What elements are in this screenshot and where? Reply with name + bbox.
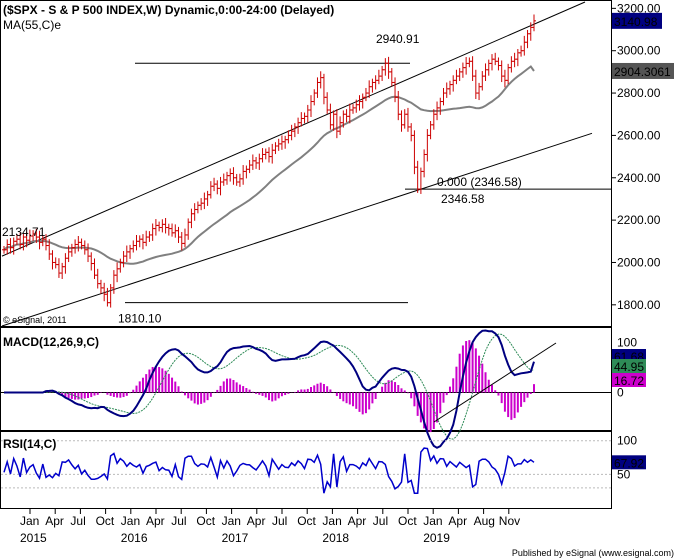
- macd-tick-label: 100: [617, 336, 637, 350]
- macd-tick-label: 0: [617, 386, 624, 400]
- x-year-label: 2018: [322, 531, 349, 545]
- copyright-note: © eSignal, 2011: [3, 315, 67, 325]
- upper-channel-line: [1, 1, 586, 257]
- macd-signal-line: [4, 333, 535, 440]
- y-axis-labels: 3200.00 3000.00 2800.00 2600.00 2400.00 2200.…: [612, 1, 674, 481]
- current-price-tag: [612, 12, 662, 29]
- rsi-tick-label: 100: [617, 434, 637, 448]
- price-tick-label: 1800.00: [617, 298, 661, 312]
- x-month-label: Jul: [171, 514, 186, 528]
- price-tick-label: 2600.00: [617, 128, 661, 142]
- x-year-label: 2015: [20, 531, 47, 545]
- x-month-label: Apr: [45, 514, 64, 528]
- price-series: 2134.71 1810.10 2940.91 0.000 (2346.58) 2346…: [1, 1, 611, 327]
- x-month-label: Apr: [448, 514, 467, 528]
- macd-series: [1, 329, 611, 449]
- ma-value-tag: [612, 62, 674, 79]
- rsi-series: [1, 440, 611, 494]
- x-month-label: Apr: [247, 514, 266, 528]
- rsi-panel-frame: [0, 431, 612, 509]
- price-tick-label: 3200.00: [617, 1, 661, 15]
- rsi-line: [3, 447, 535, 494]
- annotation-fib-zero: 0.000 (2346.58): [437, 175, 522, 189]
- macd-value-text: 44.95: [614, 360, 644, 374]
- macd-value-text: 16.72: [614, 374, 644, 388]
- x-axis-labels: Jan Apr Jul Oct Jan Apr Jul Oct Jan Apr Jul Oct Jan A…: [20, 509, 520, 545]
- price-tick-label: 3000.00: [617, 44, 661, 58]
- macd-line: [4, 329, 535, 449]
- current-price-value: 3140.98: [614, 15, 658, 29]
- price-tick-label: 2200.00: [617, 213, 661, 227]
- x-month-label: Jan: [121, 514, 140, 528]
- macd-label: MACD(12,26,9,C): [3, 335, 99, 349]
- ma-label: MA(55,C)e: [3, 18, 61, 32]
- price-tick-label: 2400.00: [617, 171, 661, 185]
- publisher-note: Published by eSignal (www.esignal.com): [512, 548, 674, 558]
- macd-value-tag: [612, 359, 646, 373]
- x-month-label: Apr: [146, 514, 165, 528]
- x-month-label: Jan: [423, 514, 442, 528]
- lower-channel-line: [1, 132, 593, 327]
- price-tick-label: 2800.00: [617, 86, 661, 100]
- x-year-label: 2019: [423, 531, 450, 545]
- x-month-label: Nov: [499, 514, 520, 528]
- x-month-label: Jul: [272, 514, 287, 528]
- x-month-label: Jan: [322, 514, 341, 528]
- chart-title: ($SPX - S & P 500 INDEX,W) Dynamic,0:00-…: [3, 3, 334, 17]
- x-month-label: Apr: [348, 514, 367, 528]
- x-year-label: 2016: [121, 531, 148, 545]
- x-month-label: Jul: [373, 514, 388, 528]
- x-month-label: Oct: [196, 514, 215, 528]
- macd-trendline: [433, 342, 557, 423]
- x-month-label: Oct: [398, 514, 417, 528]
- annotation-1810: 1810.10: [118, 312, 162, 326]
- x-month-label: Jul: [70, 514, 85, 528]
- moving-average-line: [3, 65, 535, 265]
- ma-value-text: 2904.3061: [614, 65, 671, 79]
- x-year-label: 2017: [222, 531, 249, 545]
- rsi-tick-label: 50: [617, 467, 631, 481]
- macd-value-tag: [612, 373, 646, 387]
- x-month-label: Jan: [222, 514, 241, 528]
- x-month-label: Oct: [96, 514, 115, 528]
- rsi-value-tag: [612, 455, 646, 470]
- x-month-label: Jan: [20, 514, 39, 528]
- x-month-label: Oct: [297, 514, 316, 528]
- price-tick-label: 2000.00: [617, 255, 661, 269]
- price-panel-frame: [0, 0, 612, 327]
- annotation-2346: 2346.58: [441, 192, 485, 206]
- annotation-2134: 2134.71: [2, 225, 46, 239]
- rsi-label: RSI(14,C): [3, 437, 56, 451]
- rsi-value-text: 67.92: [614, 456, 644, 470]
- macd-panel-frame: [0, 327, 612, 431]
- x-month-label: Aug: [474, 514, 495, 528]
- annotation-2940: 2940.91: [376, 32, 420, 46]
